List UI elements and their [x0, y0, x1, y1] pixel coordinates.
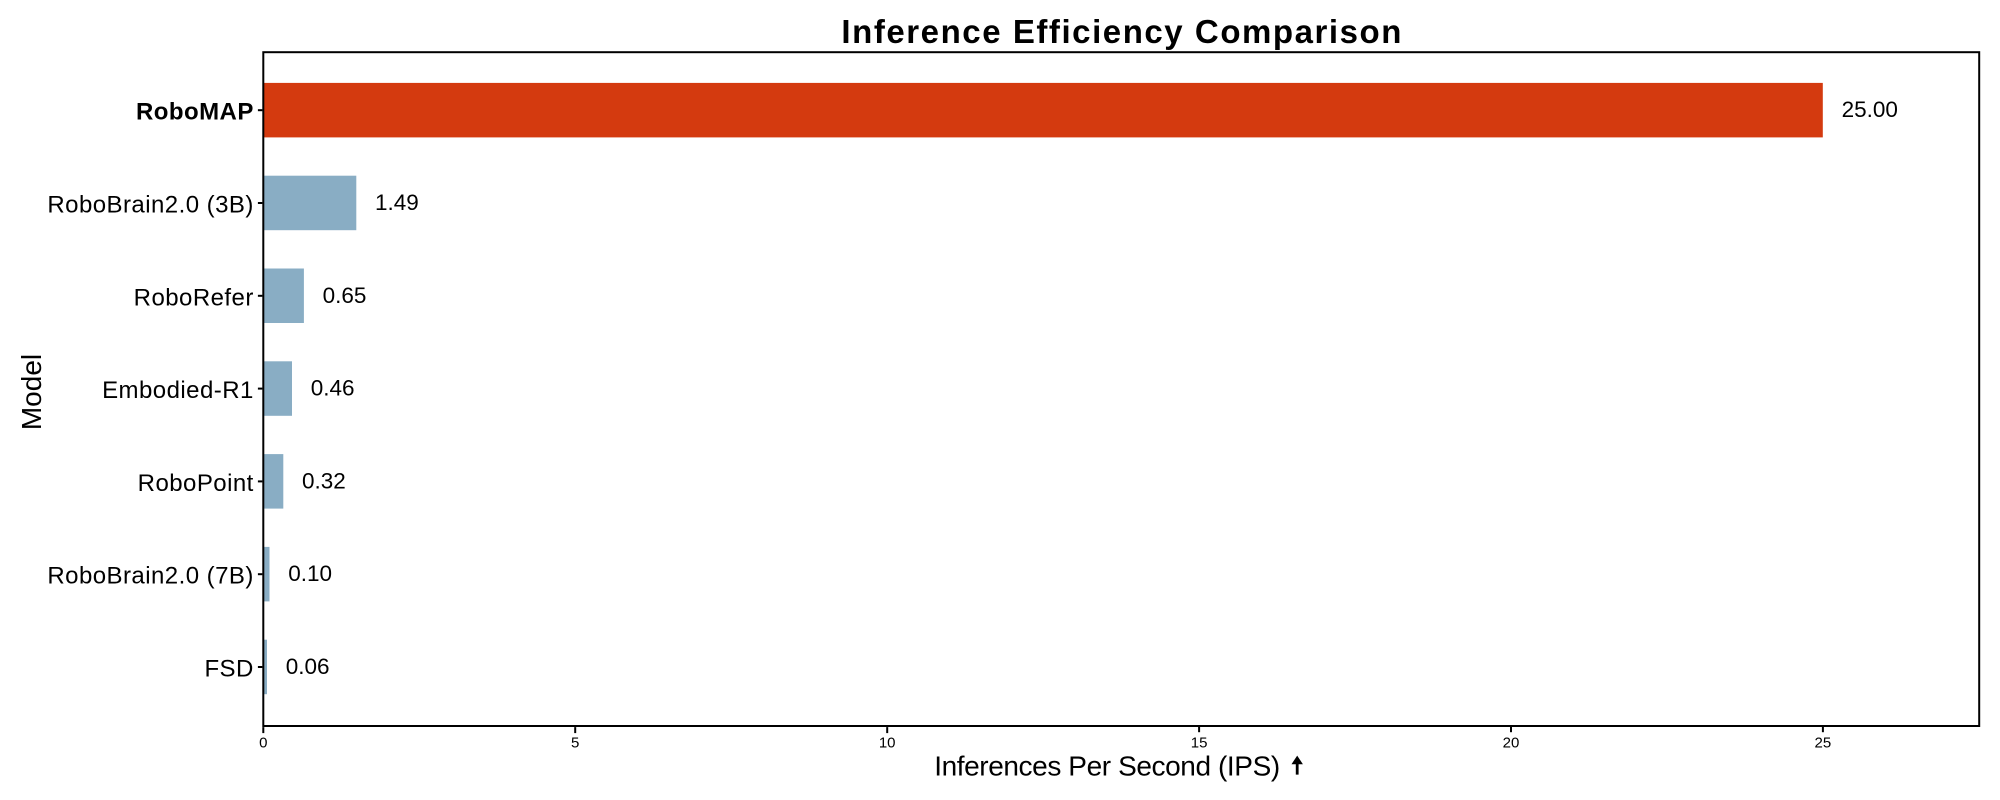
svg-text:0.46: 0.46	[311, 376, 355, 401]
svg-text:FSD: FSD	[204, 656, 253, 683]
svg-text:0.32: 0.32	[302, 468, 346, 493]
svg-text:25.00: 25.00	[1842, 97, 1898, 122]
svg-text:25: 25	[1815, 735, 1832, 752]
svg-text:0.65: 0.65	[323, 283, 367, 308]
svg-text:RoboPoint: RoboPoint	[138, 470, 254, 497]
svg-text:RoboBrain2.0 (7B): RoboBrain2.0 (7B)	[47, 563, 253, 590]
svg-text:Embodied-R1: Embodied-R1	[102, 377, 254, 404]
svg-text:0.06: 0.06	[286, 654, 330, 679]
svg-text:10: 10	[879, 735, 896, 752]
svg-text:15: 15	[1191, 735, 1208, 752]
svg-text:20: 20	[1503, 735, 1520, 752]
svg-text:Inferences Per Second (IPS): Inferences Per Second (IPS)	[934, 750, 1280, 781]
svg-text:0: 0	[259, 735, 267, 752]
svg-text:Inference Efficiency Compariso: Inference Efficiency Comparison	[841, 13, 1403, 50]
svg-text:Model: Model	[16, 354, 47, 430]
svg-text:RoboRefer: RoboRefer	[134, 284, 254, 311]
svg-text:RoboMAP: RoboMAP	[136, 99, 254, 126]
svg-text:5: 5	[571, 735, 579, 752]
svg-text:RoboBrain2.0 (3B): RoboBrain2.0 (3B)	[47, 192, 253, 219]
svg-text:1.49: 1.49	[375, 190, 419, 215]
svg-text:0.10: 0.10	[288, 561, 332, 586]
